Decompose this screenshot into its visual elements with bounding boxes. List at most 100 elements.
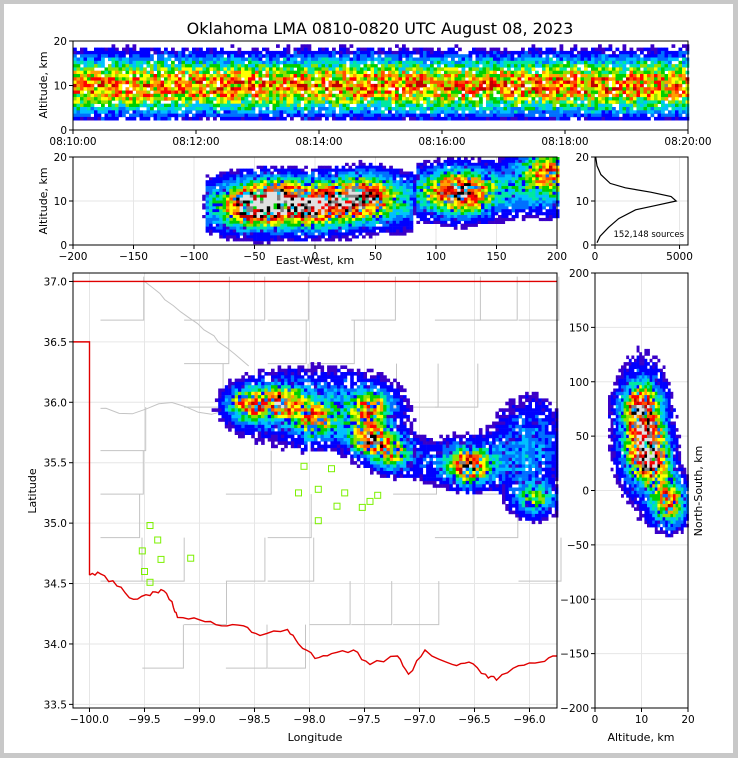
density-cell — [566, 100, 571, 104]
density-cell — [118, 77, 123, 81]
density-cell — [342, 83, 347, 88]
density-cell — [270, 217, 274, 222]
density-cell — [360, 77, 364, 81]
density-cell — [286, 60, 291, 65]
density-cell — [222, 177, 227, 181]
density-cell — [489, 77, 494, 81]
density-cell — [661, 74, 665, 78]
density-cell — [377, 87, 382, 91]
density-cell — [381, 113, 385, 118]
density-cell — [587, 60, 592, 65]
density-cell — [636, 103, 641, 108]
density-cell — [215, 203, 220, 207]
density-cell — [146, 80, 151, 85]
density-cell — [517, 77, 522, 81]
density-cell — [108, 90, 112, 95]
density-cell — [377, 97, 382, 101]
density-cell — [341, 168, 346, 172]
density-cell — [202, 60, 207, 65]
density-cell — [399, 177, 404, 181]
density-cell — [157, 67, 161, 71]
density-cell — [307, 217, 312, 222]
density-cell — [212, 229, 217, 233]
density-cell — [318, 60, 322, 65]
density-cell — [263, 165, 268, 169]
density-cell — [136, 83, 140, 88]
density-cell — [300, 116, 305, 121]
density-cell — [363, 67, 368, 71]
density-cell — [132, 50, 137, 55]
density-cell — [73, 80, 77, 85]
density-cell — [108, 97, 112, 101]
density-cell — [556, 50, 560, 55]
density-cell — [392, 171, 397, 175]
density-cell — [97, 57, 102, 62]
density-cell — [566, 77, 571, 81]
density-cell — [349, 74, 354, 78]
density-cell — [454, 70, 459, 75]
density-cell — [372, 229, 376, 233]
density-cell — [230, 60, 235, 65]
density-cell — [608, 110, 613, 114]
density-cell — [76, 103, 81, 108]
density-cell — [171, 107, 175, 111]
density-cell — [277, 183, 281, 187]
density-cell — [647, 90, 651, 95]
density-cell — [73, 64, 77, 68]
density-cell — [94, 107, 98, 111]
density-cell — [381, 103, 385, 108]
density-cell — [433, 77, 438, 81]
density-cell — [657, 67, 662, 71]
density-cell — [331, 226, 336, 230]
density-cell — [503, 113, 508, 118]
density-cell — [253, 209, 257, 213]
density-cell — [223, 90, 228, 95]
density-cell — [375, 191, 380, 195]
density-cell — [503, 57, 508, 62]
density-cell — [626, 83, 630, 88]
density-cell — [587, 110, 592, 114]
density-cell — [615, 110, 620, 114]
density-cell — [612, 116, 616, 121]
density-cell — [311, 235, 315, 239]
density-cell — [234, 60, 238, 65]
density-cell — [239, 180, 244, 184]
density-cell — [101, 107, 105, 111]
density-cell — [389, 229, 393, 233]
density-cell — [622, 60, 627, 65]
density-cell — [318, 50, 322, 55]
density-cell — [375, 194, 380, 198]
density-cell — [153, 110, 158, 114]
density-cell — [328, 183, 332, 187]
density-cell — [348, 168, 353, 172]
density-cell — [416, 90, 420, 95]
density-cell — [503, 50, 508, 55]
density-cell — [253, 215, 257, 219]
density-cell — [262, 67, 266, 71]
density-cell — [262, 113, 266, 118]
density-cell — [489, 64, 494, 68]
density-cell — [542, 67, 546, 71]
density-cell — [286, 110, 291, 114]
density-cell — [531, 44, 536, 48]
density-cell — [199, 54, 203, 58]
density-cell — [363, 90, 368, 95]
density-cell — [570, 87, 574, 91]
density-cell — [388, 57, 392, 62]
density-cell — [239, 203, 244, 207]
density-cell — [398, 54, 403, 58]
density-cell — [454, 103, 459, 108]
density-cell — [391, 77, 396, 81]
density-cell — [111, 110, 116, 114]
density-cell — [328, 103, 333, 108]
density-cell — [307, 87, 312, 91]
density-cell — [167, 97, 172, 101]
density-cell — [461, 100, 466, 104]
density-cell — [601, 47, 606, 52]
density-cell — [73, 113, 77, 118]
density-cell — [374, 93, 378, 98]
density-cell — [517, 60, 522, 65]
density-cell — [246, 200, 251, 204]
density-cell — [563, 116, 567, 121]
density-cell — [101, 54, 105, 58]
